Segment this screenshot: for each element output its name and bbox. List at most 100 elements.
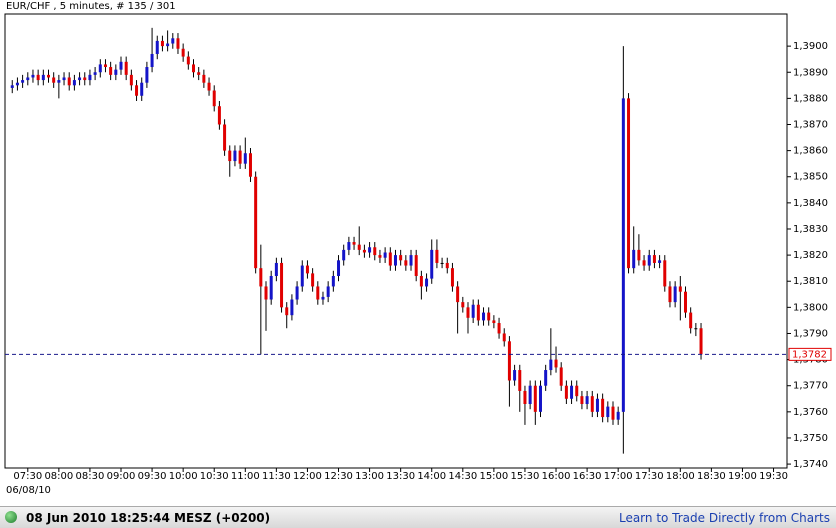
candle-body [668,286,672,303]
candle-body [502,333,506,342]
candle-body [72,80,76,86]
candle-body [461,302,465,308]
candle-body [606,406,610,418]
candle-body [611,406,615,420]
x-tick-label: 08:30 [76,471,105,482]
candle-body [135,85,139,96]
candle-body [243,153,247,164]
x-tick-label: 11:00 [231,471,260,482]
candle-body [150,53,154,68]
candle-body [300,265,304,287]
last-price-label: 1,3782 [792,349,827,360]
x-tick-label: 15:00 [479,471,508,482]
y-tick-label: 1,3740 [793,459,828,470]
chart: EUR/CHF , 5 minutes, # 135 / 301 06/08/1… [4,1,832,496]
candle-body [673,286,677,303]
candle-body [52,77,56,83]
candle-body [637,249,641,261]
candle-body [248,153,252,177]
candle-body [186,56,190,65]
candle-body [435,249,439,263]
candle-body [658,260,662,263]
candle-body [627,98,631,269]
candle-body [217,106,221,125]
candle-body [528,385,532,405]
candle-body [399,255,403,261]
y-tick-label: 1,3880 [793,93,828,104]
candle-body [689,312,693,329]
candle-body [223,124,227,151]
y-tick-label: 1,3850 [793,172,828,183]
candle-body [683,291,687,313]
candle-body [362,249,366,253]
candle-body [487,312,491,321]
candle-body [171,38,175,44]
candle-body [331,276,335,287]
candle-body [181,48,185,57]
candle-body [357,244,361,250]
candle-body [295,286,299,300]
x-tick-label: 09:00 [107,471,136,482]
candle-body [78,77,82,81]
candle-body [383,252,387,258]
candle-body [10,85,14,88]
candle-body [678,286,682,292]
x-tick-label: 17:30 [635,471,664,482]
candle-body [31,74,35,78]
x-tick-label: 14:30 [448,471,477,482]
candle-body [409,255,413,266]
candle-body [290,299,294,316]
candle-body [456,286,460,303]
x-tick-label: 19:30 [759,471,788,482]
candle-body [559,367,563,386]
y-tick-label: 1,3770 [793,381,828,392]
candle-body [378,255,382,258]
candle-body [98,64,102,73]
candle-body [166,43,170,47]
candle-body [145,67,149,83]
candle-body [513,370,517,381]
x-tick-label: 12:00 [293,471,322,482]
candle-body [663,260,667,287]
candle-body [21,80,25,83]
last-price-box [788,347,832,361]
x-tick-label: 12:30 [324,471,353,482]
y-tick-label: 1,3900 [793,41,828,52]
candle-body [119,61,123,70]
candle-body [202,74,206,83]
y-tick-label: 1,3820 [793,250,828,261]
candle-body [238,150,242,164]
candle-body [621,98,625,412]
x-tick-label: 16:00 [542,471,571,482]
candle-body [347,242,351,250]
candle-body [160,40,164,47]
candle-body [342,249,346,261]
candle-body [585,396,589,405]
candle-body [129,74,133,86]
candle-body [155,40,159,54]
candle-body [554,359,558,368]
y-tick-label: 1,3870 [793,119,828,130]
candle-body [88,74,92,81]
chart-title: EUR/CHF , 5 minutes, # 135 / 301 [6,1,176,12]
candle-body [140,82,144,96]
candle-body [373,247,377,256]
status-link[interactable]: Learn to Trade Directly from Charts [618,511,830,525]
candle-body [57,80,61,83]
candle-body [311,273,315,287]
x-tick-label: 10:30 [200,471,229,482]
y-tick-label: 1,3810 [793,276,828,287]
candle-body [471,304,475,318]
candle-body [321,296,325,300]
x-tick-label: 09:30 [138,471,167,482]
candle-body [305,265,309,274]
x-tick-label: 13:00 [355,471,384,482]
candle-body [259,268,263,287]
candle-body [404,260,408,266]
status-bar: 08 Jun 2010 18:25:44 MESZ (+0200) Learn … [0,506,836,528]
x-tick-label: 10:00 [169,471,198,482]
x-tick-label: 11:30 [262,471,291,482]
y-tick-label: 1,3790 [793,328,828,339]
x-tick-label: 18:30 [697,471,726,482]
status-datetime: 08 Jun 2010 18:25:44 MESZ (+0200) [26,511,271,525]
